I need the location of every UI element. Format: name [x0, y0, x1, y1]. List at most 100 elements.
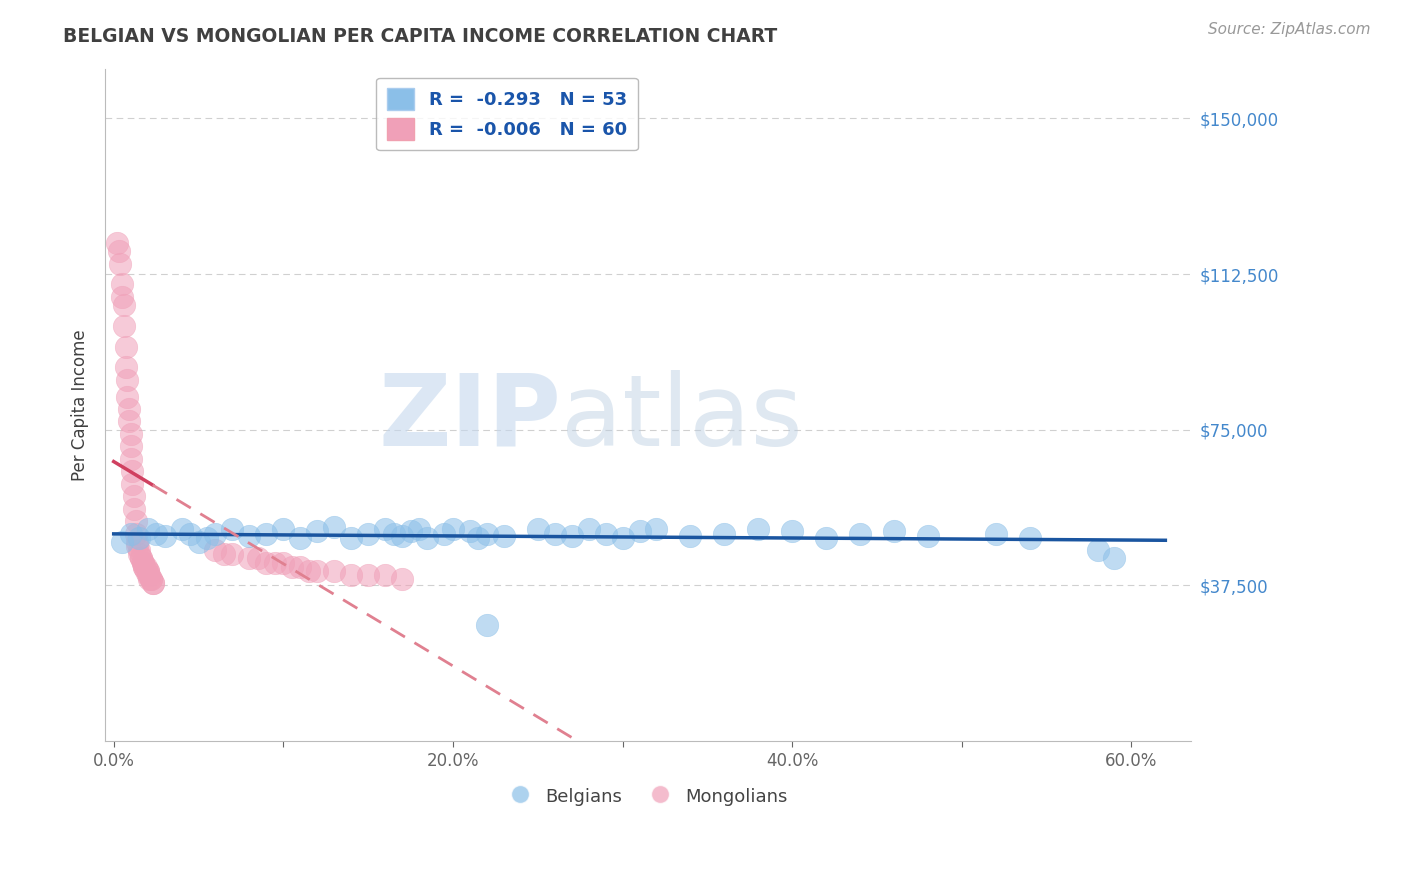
Point: [1087, 543, 1109, 558]
Text: BELGIAN VS MONGOLIAN PER CAPITA INCOME CORRELATION CHART: BELGIAN VS MONGOLIAN PER CAPITA INCOME C…: [63, 27, 778, 45]
Point: [170, 523, 193, 537]
Point: [747, 523, 769, 537]
Point: [136, 564, 159, 578]
Point: [628, 524, 651, 539]
Point: [114, 340, 136, 354]
Point: [399, 524, 422, 539]
Point: [467, 531, 489, 545]
Point: [111, 534, 134, 549]
Point: [273, 523, 295, 537]
Point: [917, 528, 939, 542]
Point: [254, 556, 277, 570]
Point: [340, 531, 363, 545]
Point: [125, 526, 148, 541]
Point: [475, 618, 498, 632]
Point: [323, 564, 346, 578]
Point: [107, 244, 129, 259]
Point: [122, 489, 145, 503]
Text: ZIP: ZIP: [378, 370, 561, 467]
Point: [112, 298, 135, 312]
Point: [138, 568, 160, 582]
Point: [273, 556, 295, 570]
Point: [391, 572, 413, 586]
Point: [679, 528, 702, 542]
Point: [1104, 551, 1126, 566]
Point: [883, 524, 905, 539]
Point: [391, 528, 413, 542]
Point: [221, 547, 243, 561]
Point: [1018, 531, 1040, 545]
Point: [374, 568, 396, 582]
Point: [307, 564, 329, 578]
Point: [526, 523, 548, 537]
Point: [357, 568, 380, 582]
Point: [122, 501, 145, 516]
Point: [135, 564, 157, 578]
Point: [135, 559, 157, 574]
Point: [142, 576, 165, 591]
Point: [134, 559, 156, 574]
Point: [561, 528, 583, 542]
Point: [458, 524, 481, 539]
Point: [129, 551, 152, 566]
Text: atlas: atlas: [561, 370, 803, 467]
Point: [340, 568, 363, 582]
Point: [128, 543, 150, 558]
Point: [780, 524, 803, 539]
Point: [120, 426, 142, 441]
Point: [131, 556, 153, 570]
Point: [416, 531, 439, 545]
Point: [374, 523, 396, 537]
Point: [298, 564, 321, 578]
Point: [117, 373, 139, 387]
Point: [128, 531, 150, 545]
Point: [595, 526, 617, 541]
Point: [238, 528, 260, 542]
Point: [612, 531, 634, 545]
Point: [323, 520, 346, 534]
Point: [117, 390, 139, 404]
Point: [433, 526, 456, 541]
Point: [153, 528, 176, 542]
Point: [121, 464, 143, 478]
Point: [492, 528, 515, 542]
Point: [131, 556, 153, 570]
Point: [408, 523, 430, 537]
Point: [136, 523, 159, 537]
Legend: Belgians, Mongolians: Belgians, Mongolians: [502, 779, 794, 813]
Point: [713, 526, 735, 541]
Point: [204, 526, 226, 541]
Point: [357, 526, 380, 541]
Point: [441, 523, 464, 537]
Point: [578, 523, 600, 537]
Point: [136, 568, 159, 582]
Point: [121, 476, 143, 491]
Point: [139, 572, 162, 586]
Point: [382, 526, 405, 541]
Point: [120, 526, 142, 541]
Point: [110, 257, 132, 271]
Y-axis label: Per Capita Income: Per Capita Income: [72, 329, 89, 481]
Point: [111, 277, 134, 292]
Text: Source: ZipAtlas.com: Source: ZipAtlas.com: [1208, 22, 1371, 37]
Point: [127, 539, 149, 553]
Point: [118, 414, 141, 428]
Point: [195, 531, 218, 545]
Point: [307, 524, 329, 539]
Point: [204, 543, 226, 558]
Point: [849, 526, 872, 541]
Point: [125, 514, 148, 528]
Point: [263, 556, 285, 570]
Point: [238, 551, 260, 566]
Point: [187, 534, 209, 549]
Point: [290, 559, 312, 574]
Point: [281, 559, 304, 574]
Point: [134, 559, 156, 574]
Point: [129, 551, 152, 566]
Point: [145, 526, 167, 541]
Point: [120, 439, 142, 453]
Point: [984, 526, 1007, 541]
Point: [127, 534, 149, 549]
Point: [105, 235, 128, 250]
Point: [118, 402, 141, 417]
